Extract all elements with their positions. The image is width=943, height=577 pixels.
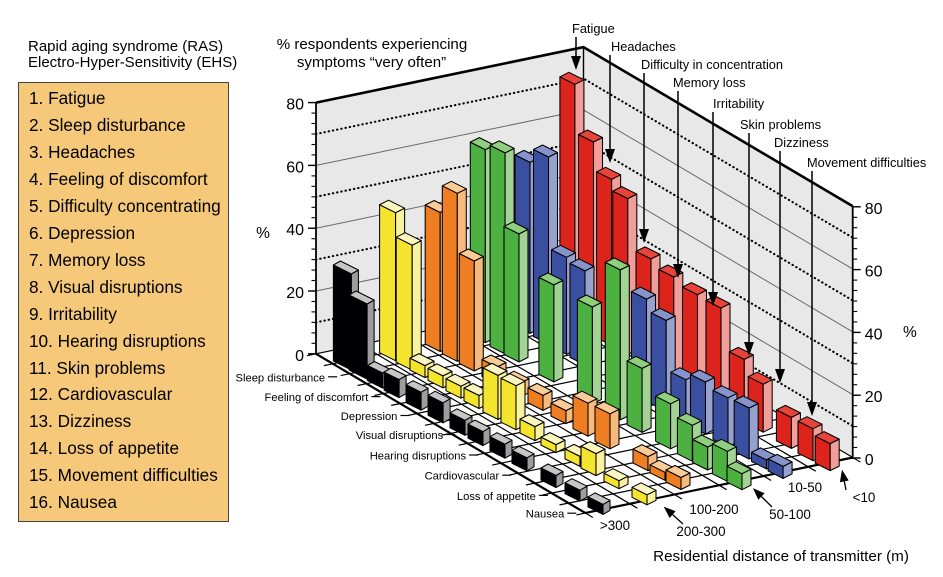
svg-text:Dizziness: Dizziness: [774, 135, 829, 150]
svg-text:%: %: [903, 324, 917, 341]
svg-text:Cardiovascular: Cardiovascular: [425, 471, 500, 483]
svg-text:Loss of appetite: Loss of appetite: [457, 491, 536, 503]
svg-text:Residential distance of transm: Residential distance of transmitter (m): [653, 548, 909, 565]
svg-text:Fatigue: Fatigue: [572, 21, 615, 36]
svg-text:Sleep disturbance: Sleep disturbance: [236, 372, 326, 384]
svg-text:40: 40: [286, 222, 304, 239]
svg-text:Hearing disruptions: Hearing disruptions: [370, 451, 467, 463]
svg-text:%: %: [256, 225, 270, 242]
svg-text:Headaches: Headaches: [611, 39, 676, 54]
svg-text:<10: <10: [853, 490, 876, 505]
svg-text:Visual disruptions: Visual disruptions: [356, 430, 444, 442]
svg-text:% respondents experiencing: % respondents experiencing: [277, 36, 467, 53]
svg-text:Skin problems: Skin problems: [740, 117, 821, 132]
svg-text:60: 60: [286, 159, 304, 176]
svg-text:200-300: 200-300: [676, 524, 725, 539]
svg-text:0: 0: [295, 348, 304, 365]
svg-text:Depression: Depression: [341, 411, 398, 423]
svg-text:Feeling of discomfort: Feeling of discomfort: [265, 392, 370, 404]
svg-text:100-200: 100-200: [689, 502, 738, 517]
svg-text:80: 80: [286, 97, 304, 114]
svg-text:40: 40: [865, 326, 883, 343]
svg-text:Irritability: Irritability: [713, 96, 765, 111]
svg-text:Nausea: Nausea: [526, 509, 565, 521]
svg-text:50-100: 50-100: [769, 507, 811, 522]
svg-text:10-50: 10-50: [788, 480, 822, 495]
svg-text:0: 0: [865, 452, 874, 469]
svg-text:20: 20: [865, 389, 883, 406]
svg-text:Movement difficulties: Movement difficulties: [807, 155, 926, 170]
svg-text:20: 20: [286, 285, 304, 302]
svg-text:60: 60: [865, 264, 883, 281]
svg-text:symptoms “very often”: symptoms “very often”: [297, 54, 446, 71]
svg-text:Difficulty in concentration: Difficulty in concentration: [641, 57, 783, 72]
svg-text:Memory loss: Memory loss: [673, 75, 746, 90]
svg-text:>300: >300: [600, 518, 630, 533]
svg-text:80: 80: [865, 201, 883, 218]
